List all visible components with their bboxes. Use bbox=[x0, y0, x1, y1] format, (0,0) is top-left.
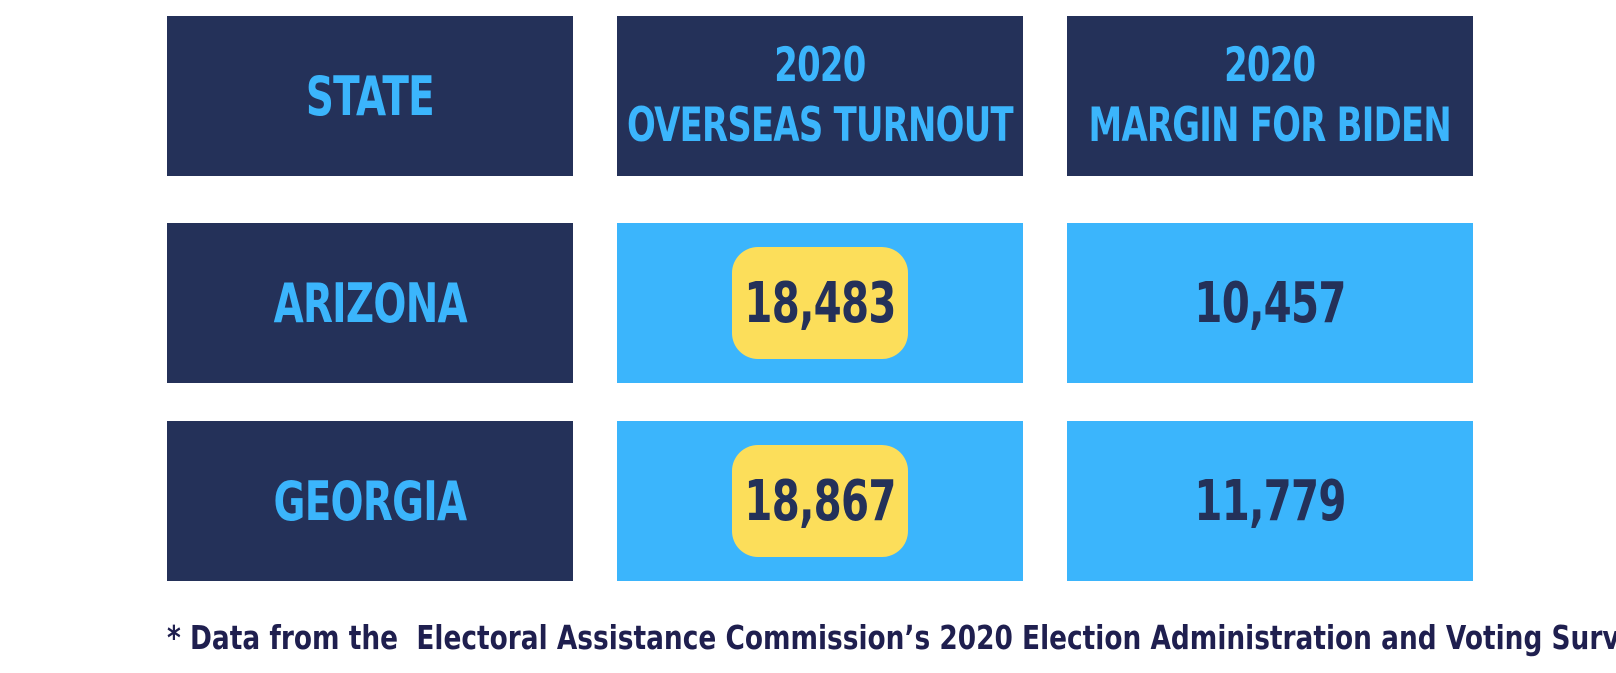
row-arizona-turnout-cell: 18,483 bbox=[617, 223, 1023, 383]
turnout-highlight-pill: 18,867 bbox=[732, 445, 908, 557]
row-georgia-margin: 11,779 bbox=[1194, 468, 1346, 534]
source-footnote: * Data from the Electoral Assistance Com… bbox=[167, 618, 1616, 657]
row-arizona-margin: 10,457 bbox=[1194, 270, 1346, 336]
row-georgia-state: GEORGIA bbox=[273, 469, 468, 533]
header-state-label: STATE bbox=[305, 64, 435, 128]
header-margin-label: 2020 MARGIN FOR BIDEN bbox=[1089, 36, 1452, 156]
header-turnout-cell: 2020 OVERSEAS TURNOUT bbox=[617, 16, 1023, 176]
header-turnout-year: 2020 bbox=[774, 38, 866, 93]
header-margin-title: MARGIN FOR BIDEN bbox=[1088, 98, 1452, 153]
header-state-cell: STATE bbox=[167, 16, 573, 176]
row-georgia-margin-cell: 11,779 bbox=[1067, 421, 1473, 581]
row-georgia-state-cell: GEORGIA bbox=[167, 421, 573, 581]
header-turnout-title: OVERSEAS TURNOUT bbox=[627, 98, 1014, 153]
row-arizona-turnout: 18,483 bbox=[744, 270, 896, 336]
row-georgia-turnout: 18,867 bbox=[744, 468, 896, 534]
row-arizona-state-cell: ARIZONA bbox=[167, 223, 573, 383]
row-arizona-margin-cell: 10,457 bbox=[1067, 223, 1473, 383]
row-georgia-turnout-cell: 18,867 bbox=[617, 421, 1023, 581]
header-margin-year: 2020 bbox=[1224, 38, 1316, 93]
turnout-highlight-pill: 18,483 bbox=[732, 247, 908, 359]
header-turnout-label: 2020 OVERSEAS TURNOUT bbox=[627, 36, 1014, 156]
row-arizona-state: ARIZONA bbox=[273, 271, 467, 335]
header-margin-cell: 2020 MARGIN FOR BIDEN bbox=[1067, 16, 1473, 176]
